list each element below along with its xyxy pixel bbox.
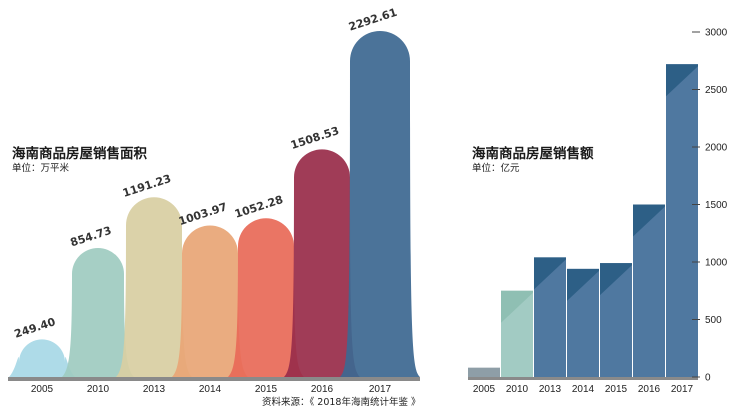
amount-bar-accent xyxy=(567,268,599,301)
area-chart-baseline xyxy=(8,377,420,381)
amount-category-label: 2014 xyxy=(572,384,595,395)
amount-bar-accent xyxy=(600,263,632,296)
area-bar xyxy=(228,218,304,377)
area-bar xyxy=(62,248,134,377)
data-source: 资料来源：《 2018年海南统计年鉴 》 xyxy=(262,397,421,408)
y-axis-tick-label: 2000 xyxy=(705,143,728,154)
y-axis-tick-label: 1000 xyxy=(705,258,728,269)
amount-chart-baseline xyxy=(468,377,698,380)
area-category-label: 2015 xyxy=(255,384,278,395)
amount-bar-accent xyxy=(666,64,698,97)
y-axis-tick-label: 2500 xyxy=(705,85,728,96)
amount-bar-accent xyxy=(501,290,533,323)
amount-bar-accent xyxy=(633,204,665,237)
area-category-label: 2010 xyxy=(87,384,110,395)
amount-bar-accent xyxy=(534,257,566,290)
area-category-label: 2017 xyxy=(369,384,392,395)
y-axis-tick-label: 500 xyxy=(705,315,722,326)
area-bar xyxy=(9,339,75,377)
area-category-label: 2013 xyxy=(143,384,166,395)
y-axis-tick-label: 1500 xyxy=(705,200,728,211)
amount-bar xyxy=(666,64,698,377)
amount-category-label: 2005 xyxy=(473,384,496,395)
amount-category-label: 2015 xyxy=(605,384,628,395)
area-chart-title: 海南商品房屋销售面积 xyxy=(12,146,147,162)
area-chart-unit: 单位：万平米 xyxy=(12,163,70,174)
area-bar xyxy=(172,225,248,377)
amount-chart-unit: 单位：亿元 xyxy=(472,163,520,174)
area-bar xyxy=(340,31,420,377)
y-axis-tick-label: 3000 xyxy=(705,28,728,39)
area-bar xyxy=(284,149,360,377)
area-category-label: 2014 xyxy=(199,384,222,395)
amount-bar-accent xyxy=(468,367,500,377)
area-bar xyxy=(116,197,192,377)
amount-category-label: 2010 xyxy=(506,384,529,395)
amount-bar xyxy=(633,204,665,377)
amount-category-label: 2013 xyxy=(539,384,562,395)
y-axis-tick-label: 0 xyxy=(705,373,711,384)
amount-category-label: 2016 xyxy=(638,384,661,395)
amount-category-label: 2017 xyxy=(671,384,694,395)
area-category-label: 2005 xyxy=(31,384,54,395)
amount-chart-title: 海南商品房屋销售额 xyxy=(472,146,594,162)
area-category-label: 2016 xyxy=(311,384,334,395)
